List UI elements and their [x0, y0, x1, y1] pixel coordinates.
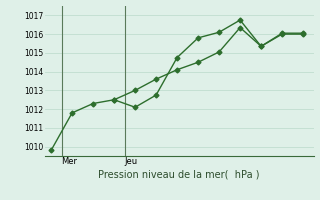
- X-axis label: Pression niveau de la mer(  hPa ): Pression niveau de la mer( hPa ): [99, 169, 260, 179]
